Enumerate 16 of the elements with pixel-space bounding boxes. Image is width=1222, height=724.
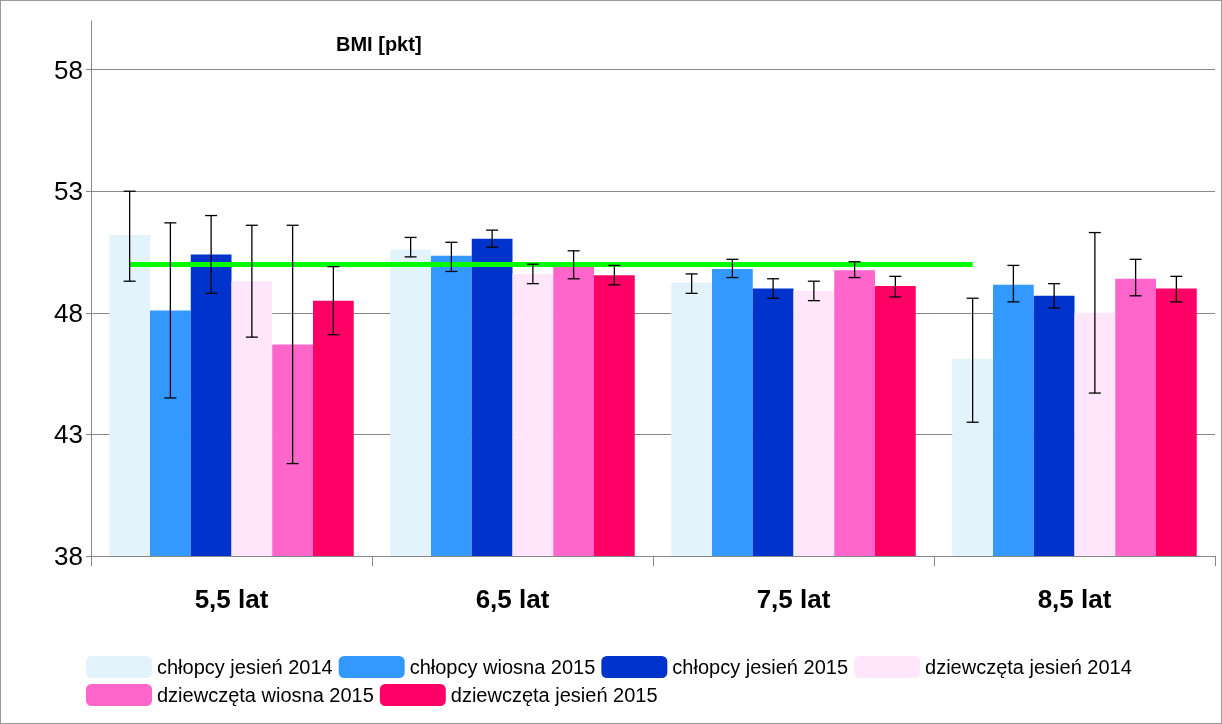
x-tick-label: 5,5 lat <box>194 584 269 614</box>
legend-label: chłopcy jesień 2015 <box>672 656 849 678</box>
y-tick-label: 53 <box>54 176 83 207</box>
text: BMI [pkt] <box>336 33 422 55</box>
legend-label: chłopcy wiosna 2015 <box>409 656 596 678</box>
y-tick-label: 43 <box>54 419 83 450</box>
x-tick-label: 8,5 lat <box>1037 584 1112 614</box>
y-tick-label: 38 <box>54 541 83 571</box>
legend-label: dziewczęta jesień 2014 <box>925 656 1132 678</box>
legend-label: dziewczęta jesień 2015 <box>450 684 658 706</box>
legend-label: dziewczęta wiosna 2015 <box>157 684 374 706</box>
x-tick-label: 6,5 lat <box>475 584 550 614</box>
y-tick-label: 48 <box>54 297 83 328</box>
legend-label: chłopcy jesień 2014 <box>157 656 333 678</box>
y-tick-label: 58 <box>54 54 83 85</box>
x-tick-label: 7,5 lat <box>756 584 831 614</box>
